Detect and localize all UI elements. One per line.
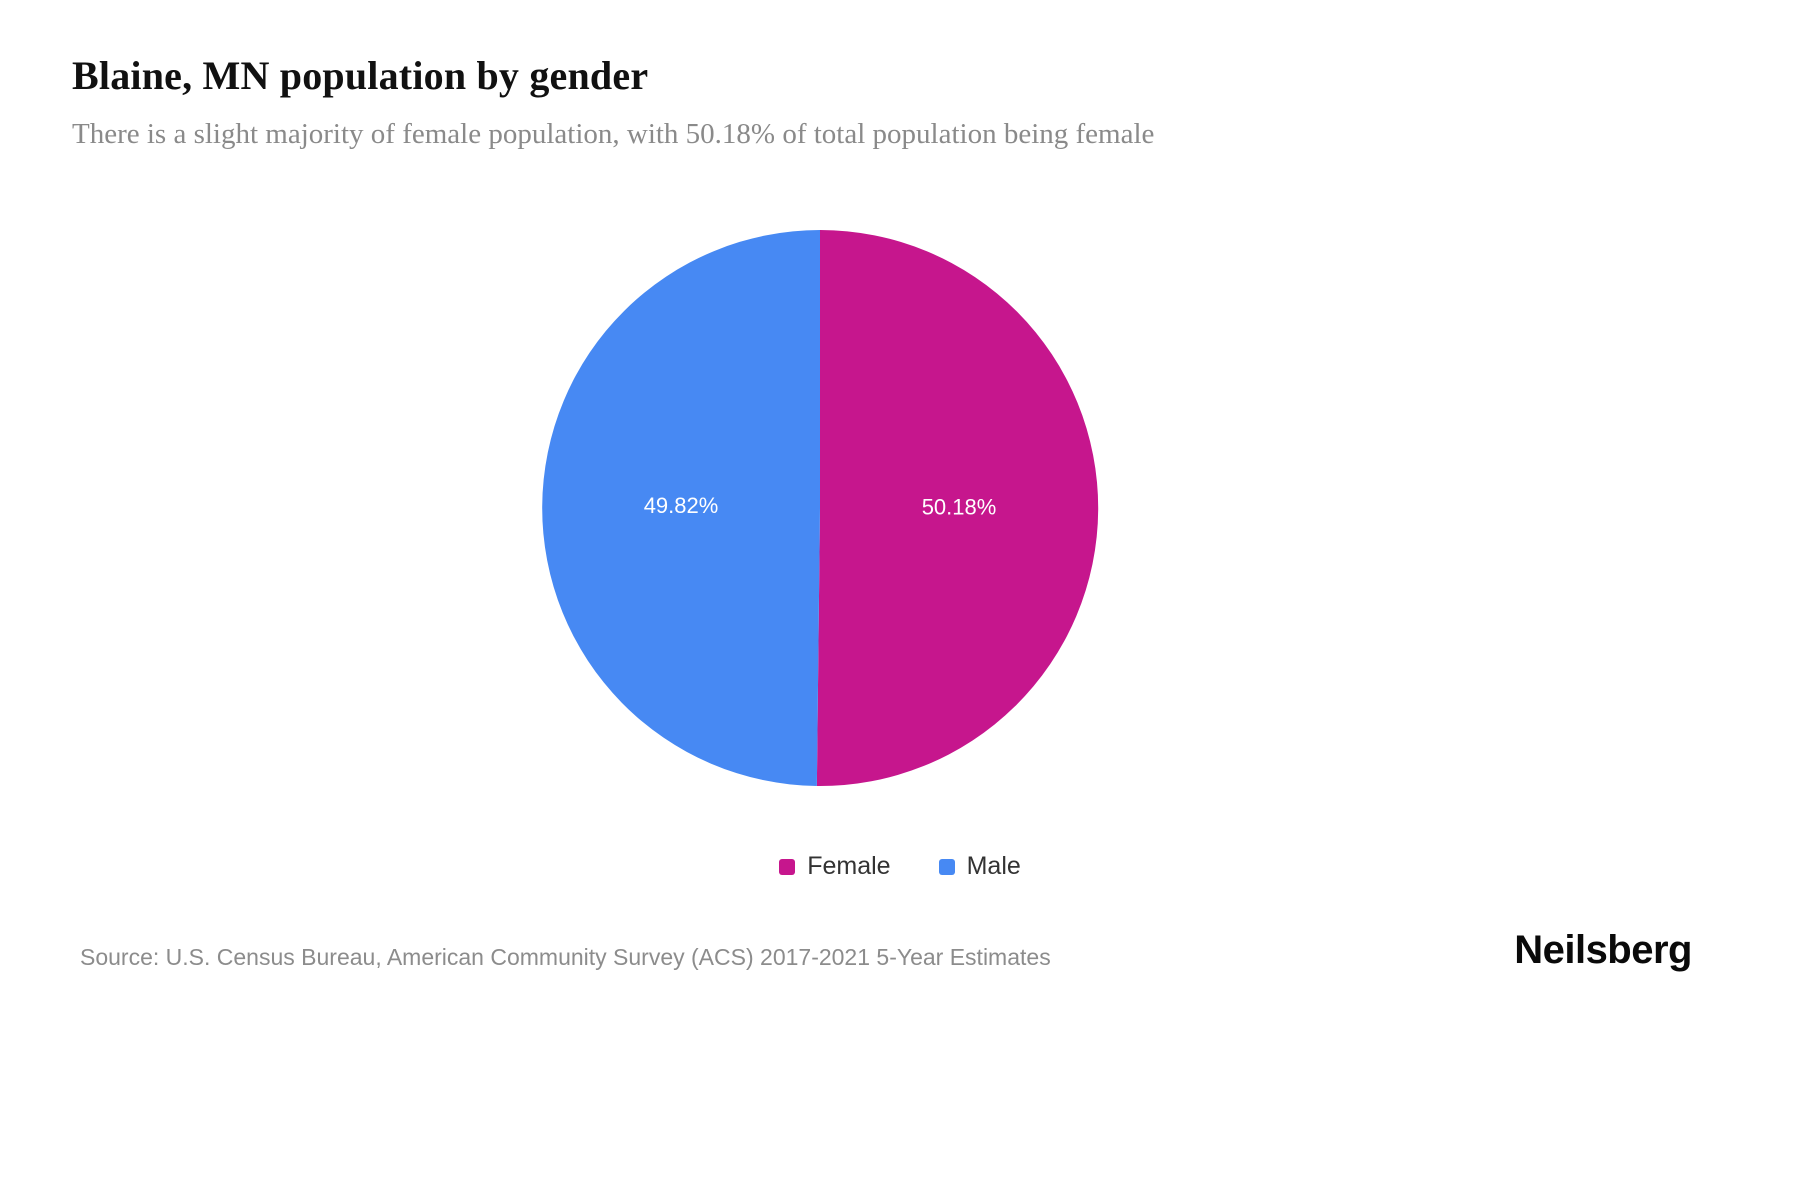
- legend-label-male: Male: [966, 852, 1021, 880]
- legend: Female Male: [0, 852, 1800, 881]
- legend-swatch-female: [779, 858, 796, 875]
- pie-chart-svg: 50.18% 49.82%: [542, 229, 1099, 786]
- legend-label-female: Female: [807, 852, 891, 880]
- source-note: Source: U.S. Census Bureau, American Com…: [80, 944, 1051, 970]
- legend-item-male[interactable]: Male: [938, 852, 1021, 881]
- chart-title: Blaine, MN population by gender: [72, 53, 649, 98]
- slice-label-male: 49.82%: [644, 493, 719, 518]
- chart-subtitle: There is a slight majority of female pop…: [72, 118, 1155, 150]
- pie-chart: 50.18% 49.82%: [520, 208, 1120, 808]
- legend-swatch-male: [938, 858, 955, 875]
- pie-slice-male[interactable]: [542, 230, 820, 786]
- pie-slice-female[interactable]: [816, 229, 1099, 786]
- brand-logo: Neilsberg: [1514, 928, 1692, 972]
- slice-label-female: 50.18%: [922, 495, 997, 520]
- legend-item-female[interactable]: Female: [779, 852, 891, 881]
